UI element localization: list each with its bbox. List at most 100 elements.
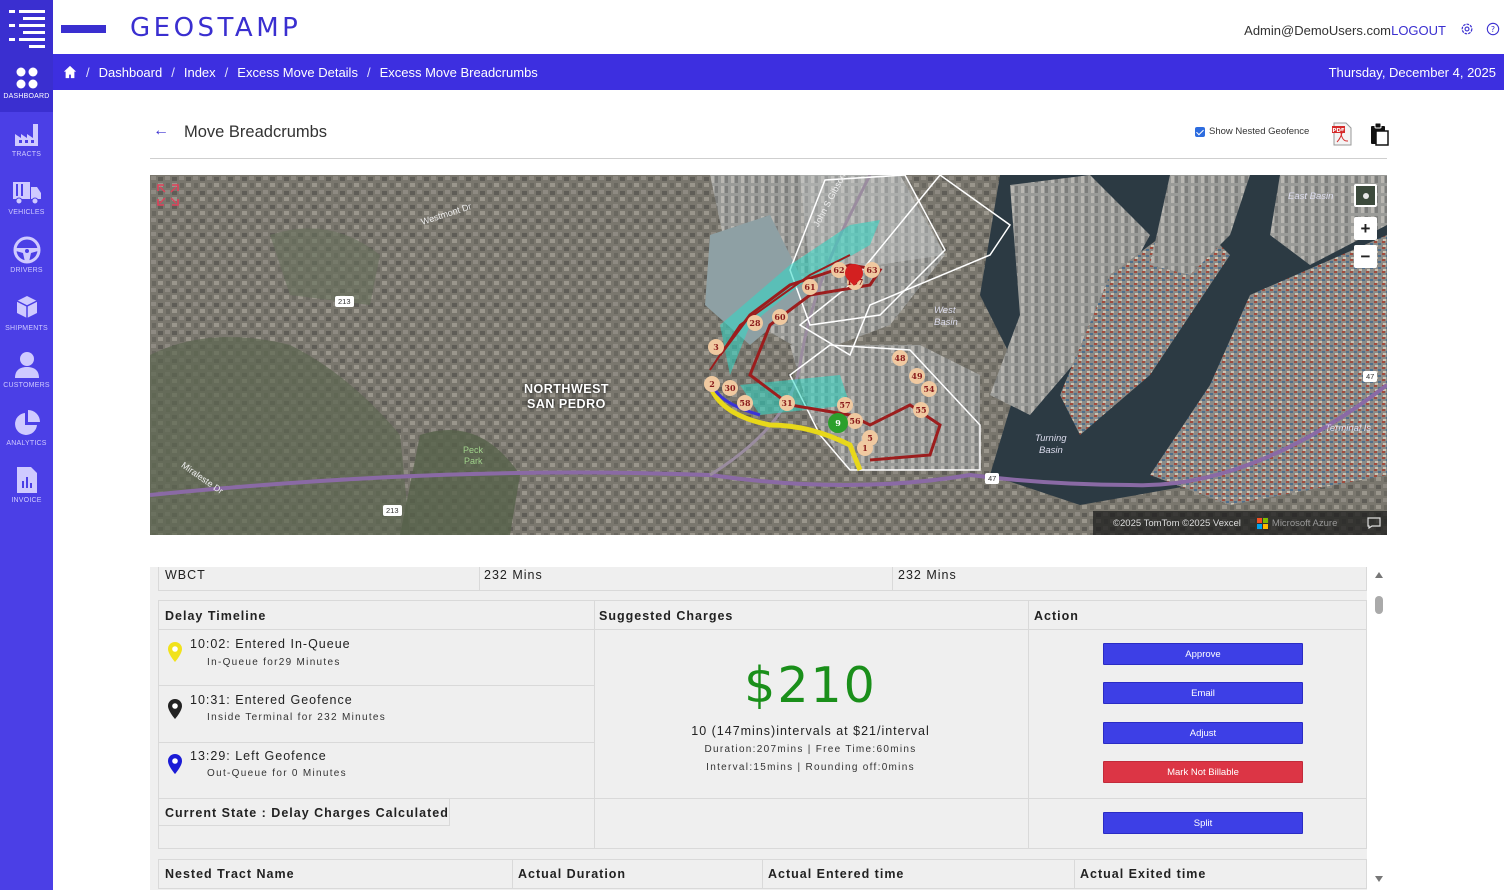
help-icon[interactable]: ? <box>1486 22 1500 36</box>
split-button[interactable]: Split <box>1103 812 1303 834</box>
map-marker[interactable]: 30 <box>722 380 738 396</box>
sidebar-item-customers[interactable]: CUSTOMERS <box>0 342 53 400</box>
charge-intervals: 10 (147mins)intervals at $21/interval <box>691 724 930 738</box>
summary-cell: 232 Mins <box>892 567 1367 591</box>
map-marker[interactable]: 31 <box>779 395 795 411</box>
sidebar-item-label: DASHBOARD <box>3 92 50 100</box>
nested-table-header: Actual Duration <box>512 859 763 889</box>
sidebar-item-vehicles[interactable]: VEHICLES <box>0 169 53 227</box>
event-title: 10:31: Entered Geofence <box>190 693 353 707</box>
page-title: Move Breadcrumbs <box>184 123 328 141</box>
column-header: Nested Tract Name <box>165 867 295 881</box>
checkbox-checked-icon[interactable] <box>1195 126 1205 137</box>
map-turning-basin-label-2: Basin <box>1039 445 1063 456</box>
adjust-button[interactable]: Adjust <box>1103 722 1303 744</box>
map-marker[interactable]: 57 <box>837 397 853 413</box>
dashboard-icon <box>16 67 37 89</box>
back-arrow-icon[interactable]: ← <box>153 122 169 139</box>
breadcrumb-separator: / <box>224 64 229 80</box>
delay-timeline-header: Delay Timeline <box>158 600 595 630</box>
svg-text:?: ? <box>1491 25 1495 34</box>
map-marker[interactable]: 9 <box>828 413 848 433</box>
gear-icon[interactable] <box>1460 22 1474 36</box>
action-header: Action <box>1028 600 1367 630</box>
highway-shield: 47 <box>985 473 1000 484</box>
sidebar-item-label: SHIPMENTS <box>5 324 48 332</box>
map-marker[interactable]: 56 <box>847 413 863 429</box>
breadcrumb-separator: / <box>366 64 371 80</box>
clipboard-icon[interactable] <box>1369 122 1389 146</box>
sidebar-item-analytics[interactable]: ANALYTICS <box>0 399 53 457</box>
location-pin-icon <box>168 699 182 719</box>
sidebar-item-invoice[interactable]: INVOICE <box>0 457 53 515</box>
sidebar-item-tracts[interactable]: TRACTS <box>0 112 53 170</box>
current-date: Thursday, December 4, 2025 <box>1328 65 1496 80</box>
sidebar-item-dashboard[interactable]: DASHBOARD <box>0 54 53 112</box>
highway-shield: 47 <box>1363 371 1378 382</box>
breadcrumb-dashboard[interactable]: Dashboard <box>98 64 163 80</box>
highway-shield: 213 <box>335 296 354 307</box>
event-title: 10:02: Entered In-Queue <box>190 637 351 651</box>
map-area-label: NORTHWEST <box>524 382 610 396</box>
header-label: Delay Timeline <box>165 609 267 623</box>
fullscreen-icon[interactable] <box>156 183 180 207</box>
panel-scrollbar[interactable] <box>1372 567 1386 890</box>
satellite-map[interactable] <box>150 175 1387 535</box>
map-west-basin-label-2: Basin <box>934 317 958 328</box>
charge-amount: $210 <box>744 657 877 714</box>
invoice-icon <box>16 467 37 494</box>
map-marker[interactable]: 54 <box>921 381 937 397</box>
scroll-down-icon[interactable] <box>1374 875 1384 883</box>
feedback-icon[interactable] <box>1367 517 1381 529</box>
summary-tract-name: WBCT <box>165 568 206 582</box>
approve-button[interactable]: Approve <box>1103 643 1303 665</box>
user-email: Admin@DemoUsers.com <box>1244 23 1391 38</box>
map-marker[interactable]: 55 <box>913 402 929 418</box>
scroll-thumb[interactable] <box>1375 596 1383 614</box>
map-marker[interactable]: 62 <box>831 262 847 278</box>
map-marker[interactable]: 60 <box>772 309 788 325</box>
scroll-up-icon[interactable] <box>1374 571 1384 579</box>
microsoft-logo-icon <box>1256 517 1268 529</box>
map-marker[interactable]: 3 <box>708 339 724 355</box>
sidebar-item-drivers[interactable]: DRIVERS <box>0 227 53 285</box>
summary-cell: 232 Mins <box>479 567 893 591</box>
map-peck-park-label-2: Park <box>464 456 483 466</box>
nested-table-header: Actual Exited time <box>1074 859 1367 889</box>
highway-shield: 213 <box>383 505 402 516</box>
menu-logo-icon[interactable] <box>0 0 53 54</box>
charge-interval-rounding: Interval:15mins | Rounding off:0mins <box>706 762 915 773</box>
map-marker[interactable]: 2 <box>704 376 720 392</box>
breadcrumb: / Dashboard / Index / Excess Move Detail… <box>53 54 1504 90</box>
nested-table-header: Actual Entered time <box>762 859 1075 889</box>
breadcrumb-excess-move-details[interactable]: Excess Move Details <box>237 64 358 80</box>
map-marker[interactable]: 1 <box>857 440 873 456</box>
show-nested-geofence-checkbox[interactable]: Show Nested Geofence <box>1195 126 1309 137</box>
location-pin-icon <box>168 642 182 662</box>
map-marker[interactable]: 63 <box>864 262 880 278</box>
map-marker[interactable]: 58 <box>737 395 753 411</box>
map-turning-basin-label: Turning <box>1035 433 1067 444</box>
sidebar-item-shipments[interactable]: SHIPMENTS <box>0 284 53 342</box>
event-detail: Out-Queue for 0 Minutes <box>207 768 347 779</box>
zoom-out-button[interactable]: − <box>1354 245 1377 268</box>
pdf-icon[interactable]: PDF <box>1331 122 1353 146</box>
map-marker[interactable]: 28 <box>747 315 763 331</box>
breadcrumb-index[interactable]: Index <box>183 64 216 80</box>
logout-link[interactable]: LOGOUT <box>1391 23 1446 38</box>
zoom-in-button[interactable]: + <box>1354 217 1377 240</box>
suggested-charges-header: Suggested Charges <box>594 600 1029 630</box>
email-button[interactable]: Email <box>1103 682 1303 704</box>
map-marker[interactable]: 49 <box>909 368 925 384</box>
map-style-toggle-icon[interactable] <box>1354 184 1377 207</box>
map-attribution: ©2025 TomTom ©2025 Vexcel Microsoft Azur… <box>1093 511 1387 535</box>
map-marker[interactable]: 48 <box>892 350 908 366</box>
factory-icon <box>14 124 38 147</box>
map-view[interactable]: 626319761602830325831575648495455519 NOR… <box>150 175 1387 535</box>
map-west-basin-label: West <box>934 305 956 316</box>
mark-not-billable-button[interactable]: Mark Not Billable <box>1103 761 1303 783</box>
map-marker[interactable]: 61 <box>802 279 818 295</box>
home-icon[interactable] <box>63 65 77 79</box>
breadcrumb-excess-move-breadcrumbs: Excess Move Breadcrumbs <box>379 64 538 80</box>
header-label: Suggested Charges <box>599 609 734 623</box>
